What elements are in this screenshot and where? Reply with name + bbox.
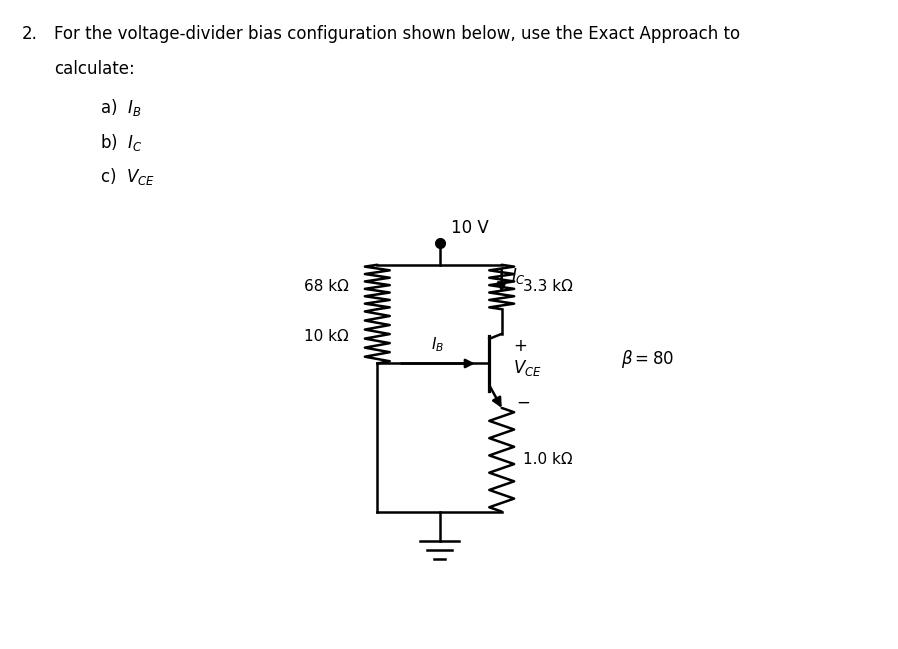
Text: $I_C$: $I_C$	[511, 266, 526, 286]
Text: $I_B$: $I_B$	[432, 335, 445, 354]
Text: calculate:: calculate:	[54, 60, 135, 79]
Text: b)  $I_C$: b) $I_C$	[100, 132, 143, 153]
Text: a)  $I_B$: a) $I_B$	[100, 97, 141, 118]
Text: 10 V: 10 V	[451, 219, 489, 237]
Text: 2.: 2.	[22, 25, 37, 43]
Text: $\beta = 80$: $\beta = 80$	[621, 348, 674, 369]
Text: 1.0 kΩ: 1.0 kΩ	[523, 452, 572, 467]
Text: +: +	[513, 337, 527, 355]
Text: For the voltage-divider bias configuration shown below, use the Exact Approach t: For the voltage-divider bias configurati…	[54, 25, 740, 43]
Text: 3.3 kΩ: 3.3 kΩ	[523, 280, 573, 295]
Text: c)  $V_{CE}$: c) $V_{CE}$	[100, 166, 154, 187]
Text: −: −	[516, 394, 530, 412]
Text: $V_{CE}$: $V_{CE}$	[513, 358, 542, 378]
Text: 68 kΩ: 68 kΩ	[304, 280, 348, 295]
Text: 10 kΩ: 10 kΩ	[304, 329, 348, 344]
